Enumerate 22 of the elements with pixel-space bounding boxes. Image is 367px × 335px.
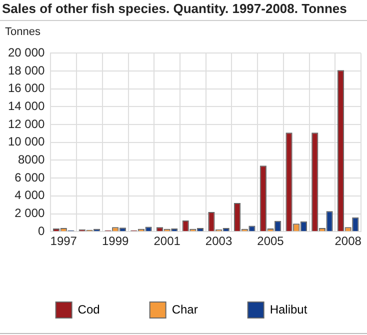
x-tick-label: 2008: [334, 234, 362, 248]
y-tick-label: 8000: [18, 152, 46, 167]
y-tick-label: 6 000: [14, 170, 46, 184]
y-tick-label: 18 000: [8, 63, 46, 78]
legend-label: Halibut: [270, 302, 308, 316]
y-tick-label: 14 000: [8, 99, 46, 114]
y-tick-label: 16 000: [8, 81, 46, 96]
y-tick-label: 10 000: [8, 134, 46, 149]
y-tick-label: 4 000: [14, 188, 46, 202]
y-tick-label: 20 000: [8, 46, 46, 60]
x-tick-label: 1997: [50, 234, 78, 248]
y-tick-label: 0: [38, 224, 46, 238]
y-tick-label: 2 000: [14, 206, 46, 220]
legend-label: Char: [172, 302, 198, 316]
y-tick-label: 12 000: [8, 116, 46, 131]
x-tick-label: 2005: [257, 234, 284, 248]
chart-title: Sales of other fish species. Quantity. 1997-2008. Tonnes: [2, 1, 347, 16]
y-axis-title: Tonnes: [5, 26, 40, 38]
x-tick-label: 1999: [102, 234, 130, 248]
x-tick-label: 2003: [205, 234, 232, 248]
x-tick-label: 2001: [154, 234, 181, 248]
legend-label: Cod: [78, 302, 100, 316]
